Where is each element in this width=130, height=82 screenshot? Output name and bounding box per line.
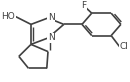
Text: N: N xyxy=(48,33,55,42)
Text: Cl: Cl xyxy=(120,42,129,51)
Text: HO: HO xyxy=(1,12,15,21)
Text: F: F xyxy=(81,1,86,10)
Text: N: N xyxy=(48,13,55,22)
